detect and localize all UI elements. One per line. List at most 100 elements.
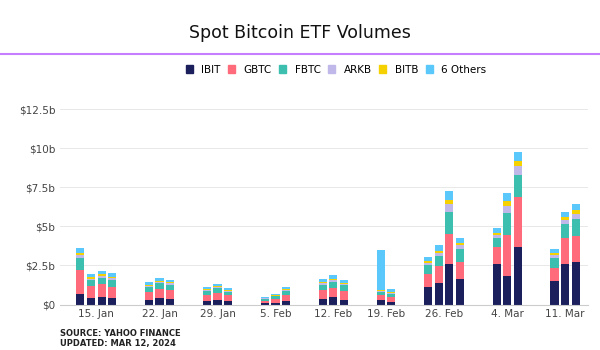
Bar xyxy=(203,287,211,289)
Bar xyxy=(155,298,164,304)
Bar xyxy=(214,286,221,287)
Bar xyxy=(572,204,580,210)
Bar xyxy=(387,292,395,293)
Bar xyxy=(572,219,580,236)
Bar xyxy=(561,264,569,304)
Bar xyxy=(87,298,95,304)
Bar xyxy=(387,302,395,304)
Bar xyxy=(108,273,116,277)
Bar xyxy=(214,293,221,300)
Bar xyxy=(108,278,116,280)
Bar xyxy=(340,285,348,291)
Bar xyxy=(445,234,454,264)
Bar xyxy=(271,303,280,304)
Bar xyxy=(572,261,580,304)
Bar xyxy=(166,284,174,285)
Bar xyxy=(387,297,395,302)
Bar xyxy=(377,250,385,290)
Bar xyxy=(282,287,290,289)
Bar xyxy=(203,301,211,304)
Bar xyxy=(340,284,348,285)
Bar xyxy=(76,254,85,258)
Bar xyxy=(424,262,432,265)
Bar xyxy=(572,214,580,219)
Bar xyxy=(203,289,211,290)
Bar xyxy=(155,282,164,284)
Bar xyxy=(445,199,454,204)
Bar xyxy=(108,277,116,278)
Bar xyxy=(214,300,221,304)
Bar xyxy=(514,175,522,197)
Bar xyxy=(572,210,580,214)
Bar xyxy=(271,294,280,295)
Bar xyxy=(445,204,454,212)
Bar xyxy=(214,287,221,288)
Bar xyxy=(503,235,511,275)
Bar xyxy=(456,261,464,279)
Bar xyxy=(493,228,500,232)
Bar xyxy=(319,282,327,283)
Bar xyxy=(166,299,174,304)
Bar xyxy=(261,301,269,303)
Bar xyxy=(261,298,269,299)
Bar xyxy=(282,289,290,291)
Bar xyxy=(76,294,85,304)
Bar xyxy=(434,266,443,283)
Bar xyxy=(166,282,174,284)
Bar xyxy=(271,299,280,303)
Bar xyxy=(203,295,211,301)
Bar xyxy=(493,238,500,247)
Bar xyxy=(445,264,454,304)
Bar xyxy=(445,212,454,234)
Bar xyxy=(108,298,116,304)
Bar xyxy=(493,264,500,304)
Bar xyxy=(224,292,232,295)
Bar xyxy=(224,288,232,290)
Bar xyxy=(456,245,464,249)
Bar xyxy=(261,297,269,298)
Bar xyxy=(145,300,153,304)
Bar xyxy=(340,291,348,300)
Bar xyxy=(493,235,500,238)
Bar xyxy=(561,224,569,238)
Bar xyxy=(214,284,221,286)
Bar xyxy=(87,279,95,280)
Bar xyxy=(155,284,164,289)
Bar xyxy=(514,247,522,304)
Bar xyxy=(224,295,232,301)
Bar xyxy=(87,274,95,278)
Bar xyxy=(98,278,106,284)
Bar xyxy=(271,295,280,296)
Bar xyxy=(329,282,337,288)
Bar xyxy=(87,278,95,279)
Bar xyxy=(493,247,500,264)
Bar xyxy=(434,253,443,256)
Bar xyxy=(329,280,337,282)
Bar xyxy=(271,296,280,299)
Bar xyxy=(261,303,269,304)
Bar xyxy=(145,287,153,292)
Bar xyxy=(561,212,569,217)
Bar xyxy=(319,279,327,282)
Bar xyxy=(514,161,522,166)
Bar xyxy=(155,281,164,282)
Bar xyxy=(424,265,432,274)
Bar xyxy=(503,206,511,213)
Bar xyxy=(424,257,432,261)
Bar xyxy=(387,294,395,297)
Bar xyxy=(166,290,174,299)
Bar xyxy=(550,255,559,258)
Bar xyxy=(145,286,153,287)
Legend: IBIT, GBTC, FBTC, ARKB, BITB, 6 Others: IBIT, GBTC, FBTC, ARKB, BITB, 6 Others xyxy=(186,65,486,75)
Bar xyxy=(434,256,443,266)
Bar xyxy=(76,247,85,253)
Bar xyxy=(166,280,174,282)
Bar xyxy=(329,288,337,297)
Bar xyxy=(108,280,116,287)
Bar xyxy=(76,270,85,294)
Bar xyxy=(503,213,511,235)
Bar xyxy=(561,217,569,219)
Bar xyxy=(377,290,385,291)
Bar xyxy=(550,253,559,255)
Bar xyxy=(145,292,153,300)
